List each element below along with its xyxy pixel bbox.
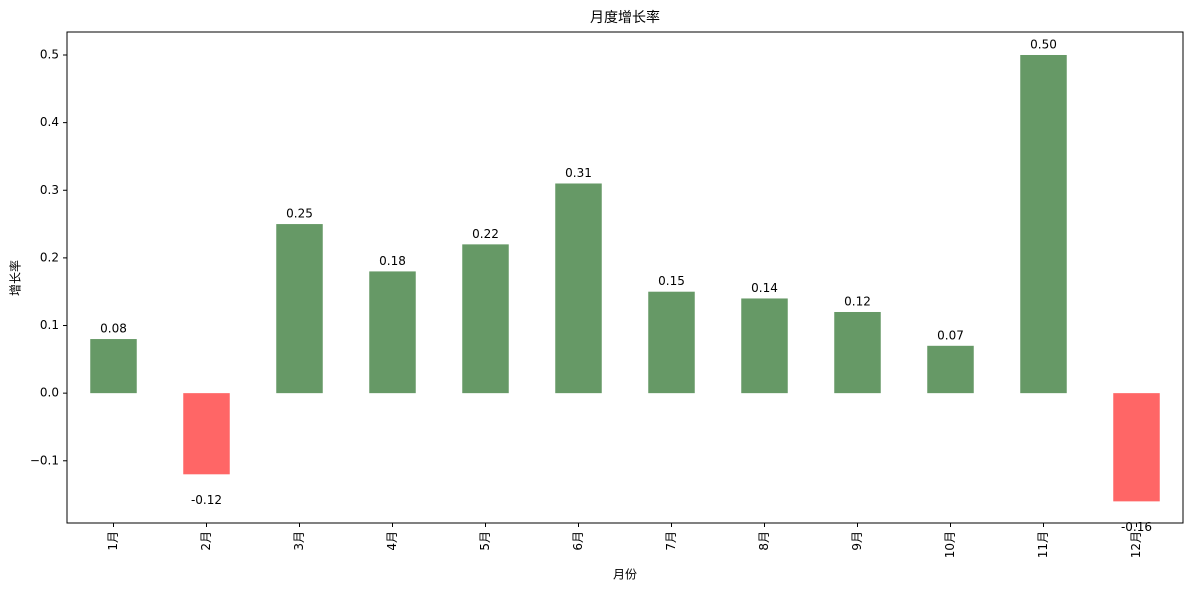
bar <box>183 393 230 475</box>
x-tick-label: 4月 <box>385 531 399 551</box>
bar <box>369 271 416 394</box>
value-label: -0.12 <box>191 493 222 507</box>
x-axis-label: 月份 <box>613 568 637 582</box>
bar <box>1020 54 1067 394</box>
x-tick-label: 2月 <box>199 531 213 551</box>
x-tick-label: 8月 <box>757 531 771 551</box>
y-tick-label: 0.0 <box>40 386 59 400</box>
y-tick-label: 0.3 <box>40 183 59 197</box>
y-tick-label: 0.5 <box>40 47 59 61</box>
bar <box>276 224 323 394</box>
x-tick-label: 11月 <box>1036 531 1050 558</box>
bar <box>834 311 881 394</box>
y-tick-label: 0.4 <box>40 115 59 129</box>
x-tick-label: 3月 <box>292 531 306 551</box>
bar <box>462 244 509 394</box>
chart-title: 月度增长率 <box>590 9 660 26</box>
x-tick-label: 1月 <box>106 531 120 551</box>
y-tick-label: 0.1 <box>40 318 59 332</box>
value-label: 0.07 <box>937 328 964 342</box>
bar <box>741 298 788 394</box>
x-tick-label: 12月 <box>1129 531 1143 558</box>
x-tick-label: 5月 <box>478 531 492 551</box>
x-tick-label: 9月 <box>850 531 864 551</box>
x-tick-label: 10月 <box>943 531 957 558</box>
y-tick-label: 0.2 <box>40 250 59 264</box>
value-label: 0.31 <box>565 166 592 180</box>
plot-frame <box>66 31 1184 524</box>
value-label: 0.12 <box>844 294 871 308</box>
value-label: 0.25 <box>286 207 313 221</box>
value-label: 0.22 <box>472 227 499 241</box>
value-label: 0.14 <box>751 281 778 295</box>
bar <box>1113 393 1160 502</box>
bar <box>90 339 137 394</box>
value-label: -0.16 <box>1121 520 1152 534</box>
x-tick-label: 6月 <box>571 531 585 551</box>
y-axis-label: 增长率 <box>8 260 23 296</box>
x-tick-label: 7月 <box>664 531 678 551</box>
y-tick-label: −0.1 <box>30 453 59 467</box>
bar <box>555 183 602 394</box>
value-label: 0.50 <box>1030 37 1057 51</box>
bar <box>648 291 695 394</box>
bar <box>927 345 974 394</box>
value-label: 0.18 <box>379 254 406 268</box>
value-label: 0.15 <box>658 274 685 288</box>
value-label: 0.08 <box>100 322 127 336</box>
